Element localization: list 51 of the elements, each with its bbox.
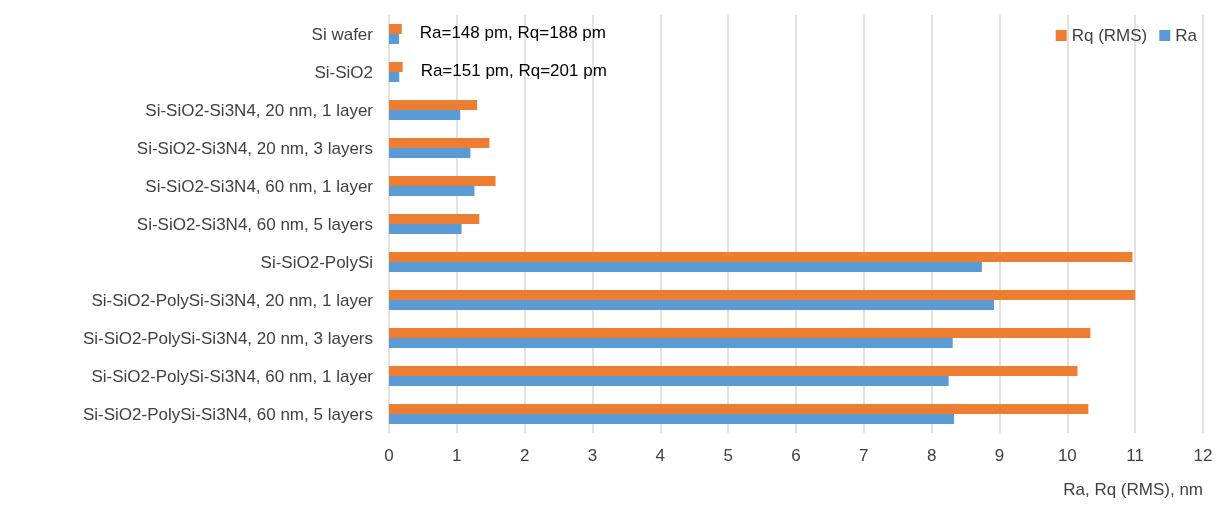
legend-label: Ra <box>1175 26 1198 45</box>
bar <box>389 404 1089 414</box>
bar <box>389 262 982 272</box>
legend-label: Rq (RMS) <box>1071 26 1148 45</box>
bar <box>389 328 1091 338</box>
bar <box>389 176 496 186</box>
bar <box>389 72 400 82</box>
bar <box>389 62 403 72</box>
bar <box>389 24 402 34</box>
x-tick-label: 12 <box>1193 446 1213 465</box>
x-axis-title: Ra, Rq (RMS), nm <box>1063 480 1203 499</box>
bar <box>389 290 1136 300</box>
y-tick-label: Si-SiO2 <box>314 62 373 82</box>
bar <box>389 34 400 44</box>
bar <box>389 214 480 224</box>
y-tick-label: Si-SiO2-PolySi <box>260 252 373 272</box>
x-tick-label: 11 <box>1126 446 1144 465</box>
y-tick-label: Si-SiO2-PolySi-Si3N4, 20 nm, 3 layers <box>82 328 373 348</box>
bar <box>389 414 955 424</box>
bar <box>389 138 490 148</box>
bar <box>389 300 995 310</box>
y-tick-label: Si-SiO2-Si3N4, 20 nm, 1 layer <box>145 100 374 120</box>
x-tick-label: 10 <box>1057 446 1077 465</box>
bar <box>389 224 462 234</box>
bar <box>389 100 478 110</box>
x-tick-label: 1 <box>452 446 462 465</box>
bar <box>389 376 949 386</box>
annotation: Ra=148 pm, Rq=188 pm <box>419 22 606 42</box>
y-tick-label: Si-SiO2-PolySi-Si3N4, 60 nm, 5 layers <box>82 404 373 424</box>
bar <box>389 366 1078 376</box>
bar <box>389 252 1133 262</box>
x-tick-label: 5 <box>723 446 733 465</box>
y-tick-label: Si-SiO2-Si3N4, 60 nm, 5 layers <box>136 214 373 234</box>
bar <box>389 186 475 196</box>
bar <box>389 148 471 158</box>
x-tick-label: 3 <box>587 446 598 465</box>
y-tick-label: Si-SiO2-PolySi-Si3N4, 60 nm, 1 layer <box>91 366 374 386</box>
y-tick-label: Si-SiO2-Si3N4, 60 nm, 1 layer <box>145 176 374 196</box>
x-tick-label: 8 <box>926 446 937 465</box>
x-tick-label: 4 <box>655 446 666 465</box>
y-tick-label: Si wafer <box>311 24 374 44</box>
x-tick-label: 7 <box>859 446 869 465</box>
y-tick-label: Si-SiO2-PolySi-Si3N4, 20 nm, 1 layer <box>91 290 374 310</box>
bar <box>389 338 953 348</box>
x-tick-label: 2 <box>519 446 530 465</box>
annotation: Ra=151 pm, Rq=201 pm <box>420 60 607 80</box>
x-tick-label: 9 <box>994 446 1005 465</box>
y-tick-label: Si-SiO2-Si3N4, 20 nm, 3 layers <box>136 138 373 158</box>
x-tick-label: 0 <box>384 446 394 465</box>
bar <box>389 110 461 120</box>
x-tick-label: 6 <box>791 446 801 465</box>
